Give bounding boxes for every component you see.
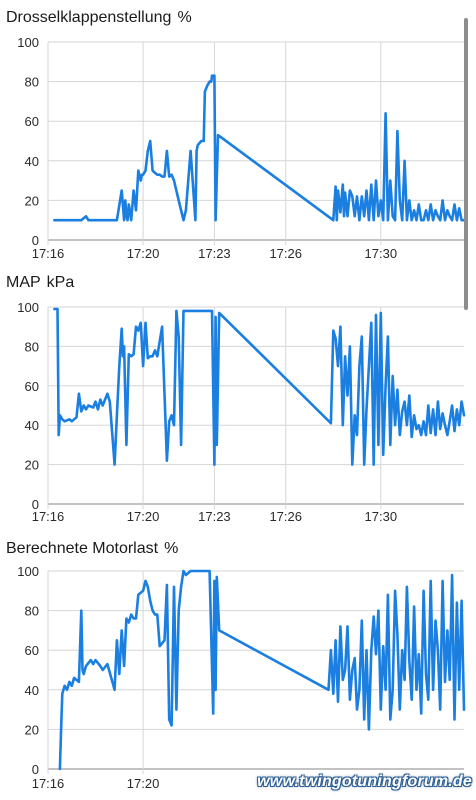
- throttle-y-tick-label: 100: [17, 35, 39, 50]
- throttle-x-tick-label: 17:26: [269, 246, 302, 261]
- engine-load-chart: 0 20 40 60 80 100 17:16 17:20: [17, 564, 466, 791]
- map-x-tick-label: 17:23: [198, 509, 231, 524]
- engine-load-x-tick-label: 17:16: [32, 776, 65, 791]
- throttle-title-text: Drosselklappenstellung: [6, 9, 172, 26]
- throttle-y-tick-label: 0: [32, 233, 39, 248]
- scrollbar[interactable]: [464, 18, 468, 310]
- engine-load-x-tick-label: 17:20: [127, 776, 160, 791]
- engine-load-y-tick-label: 100: [17, 564, 39, 579]
- map-y-tick-label: 40: [25, 418, 39, 433]
- engine-load-y-tick-label: 40: [25, 683, 39, 698]
- map-series-line: [53, 307, 466, 466]
- map-y-tick-label: 60: [25, 379, 39, 394]
- throttle-x-tick-label: 17:23: [198, 246, 231, 261]
- map-chart: 0 20 40 60 80 100 17:16 17:20 17:23 17:26 17:30: [17, 300, 466, 524]
- engine-load-y-tick-label: 60: [25, 643, 39, 658]
- watermark: www.twingotuningforum.de: [257, 773, 472, 790]
- engine-load-title-text: Berechnete Motorlast: [6, 540, 159, 557]
- throttle-title-unit: %: [177, 9, 192, 26]
- engine-load-series-line: [58, 569, 466, 771]
- engine-load-chart-title: Berechnete Motorlast%: [6, 539, 178, 559]
- map-title-unit: kPa: [46, 274, 75, 291]
- engine-load-y-tick-label: 0: [32, 762, 39, 777]
- throttle-chart: 0 20 40 60 80 100 17:16 17:20 17:23 17:26 17:30: [17, 35, 466, 261]
- throttle-chart-panel: Drosselklappenstellung% 0 20 40 60 80 100 17:1…: [0, 0, 476, 265]
- throttle-y-tick-label: 60: [25, 114, 39, 129]
- map-chart-panel: MAP kPa 0 20 40 60 80 100 17:16 17:20 17:23 17:26 1…: [0, 265, 476, 530]
- map-chart-title: MAP kPa: [6, 273, 74, 293]
- map-y-tick-label: 80: [25, 339, 39, 354]
- throttle-x-tick-label: 17:20: [127, 246, 160, 261]
- map-x-tick-label: 17:20: [127, 509, 160, 524]
- map-x-tick-label: 17:30: [365, 509, 398, 524]
- throttle-y-tick-label: 80: [25, 75, 39, 90]
- map-title-text: MAP: [6, 274, 41, 291]
- map-y-tick-label: 20: [25, 458, 39, 473]
- throttle-chart-title: Drosselklappenstellung%: [6, 8, 192, 28]
- map-x-tick-label: 17:26: [269, 509, 302, 524]
- throttle-series-line: [53, 74, 466, 222]
- throttle-x-tick-label: 17:16: [32, 246, 65, 261]
- engine-load-chart-panel: Berechnete Motorlast% 0 20 40 60 80 100 17:16 1…: [0, 530, 476, 800]
- throttle-x-tick-label: 17:30: [365, 246, 398, 261]
- map-x-tick-label: 17:16: [32, 509, 65, 524]
- throttle-y-tick-label: 20: [25, 193, 39, 208]
- map-y-tick-label: 0: [32, 497, 39, 512]
- engine-load-y-tick-label: 20: [25, 722, 39, 737]
- engine-load-y-tick-label: 80: [25, 604, 39, 619]
- map-y-tick-label: 100: [17, 300, 39, 315]
- throttle-y-tick-label: 40: [25, 154, 39, 169]
- engine-load-title-unit: %: [164, 540, 179, 557]
